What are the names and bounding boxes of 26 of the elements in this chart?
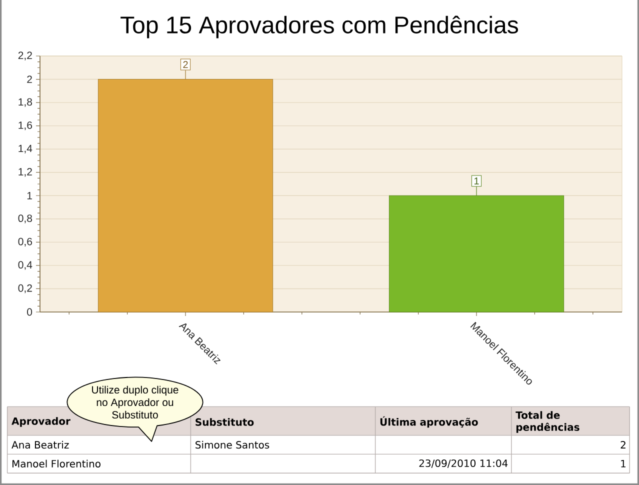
- y-tick-label: 1: [27, 192, 32, 200]
- text: Simone Santos: [196, 440, 270, 449]
- y-tick-label: 0,4: [18, 261, 32, 270]
- text: Substituto: [196, 418, 254, 426]
- y-tick-label: 1,4: [18, 144, 32, 154]
- text: 2: [620, 441, 626, 448]
- text: 1: [621, 460, 626, 468]
- y-tick-label: 2: [27, 76, 32, 83]
- data-label: 1: [474, 178, 479, 184]
- y-tick-label: 1,6: [18, 121, 32, 130]
- y-tick-label: 0,2: [18, 284, 32, 294]
- category-label: Ana Beatriz: [12, 440, 69, 449]
- y-tick-label: 0,8: [18, 214, 32, 224]
- y-tick-label: 1,8: [18, 98, 32, 107]
- y-tick-label: 0: [27, 308, 32, 316]
- y-tick-label: 1,2: [18, 168, 32, 177]
- text: Total de pendências: [516, 411, 580, 433]
- category-label: Manoel Florentino: [12, 460, 100, 468]
- text: Utilize duplo clique no Aprovador ou Substituto: [92, 386, 178, 419]
- y-tick-label: 0,6: [18, 238, 32, 247]
- text: Aprovador: [12, 417, 70, 427]
- text: 23/09/2010 11:04: [419, 459, 508, 468]
- data-label: 2: [183, 61, 188, 68]
- chart-title: Top 15 Aprovadores com Pendências: [120, 16, 518, 38]
- y-tick-label: 2,2: [18, 52, 32, 60]
- text: Última aprovação: [380, 416, 478, 428]
